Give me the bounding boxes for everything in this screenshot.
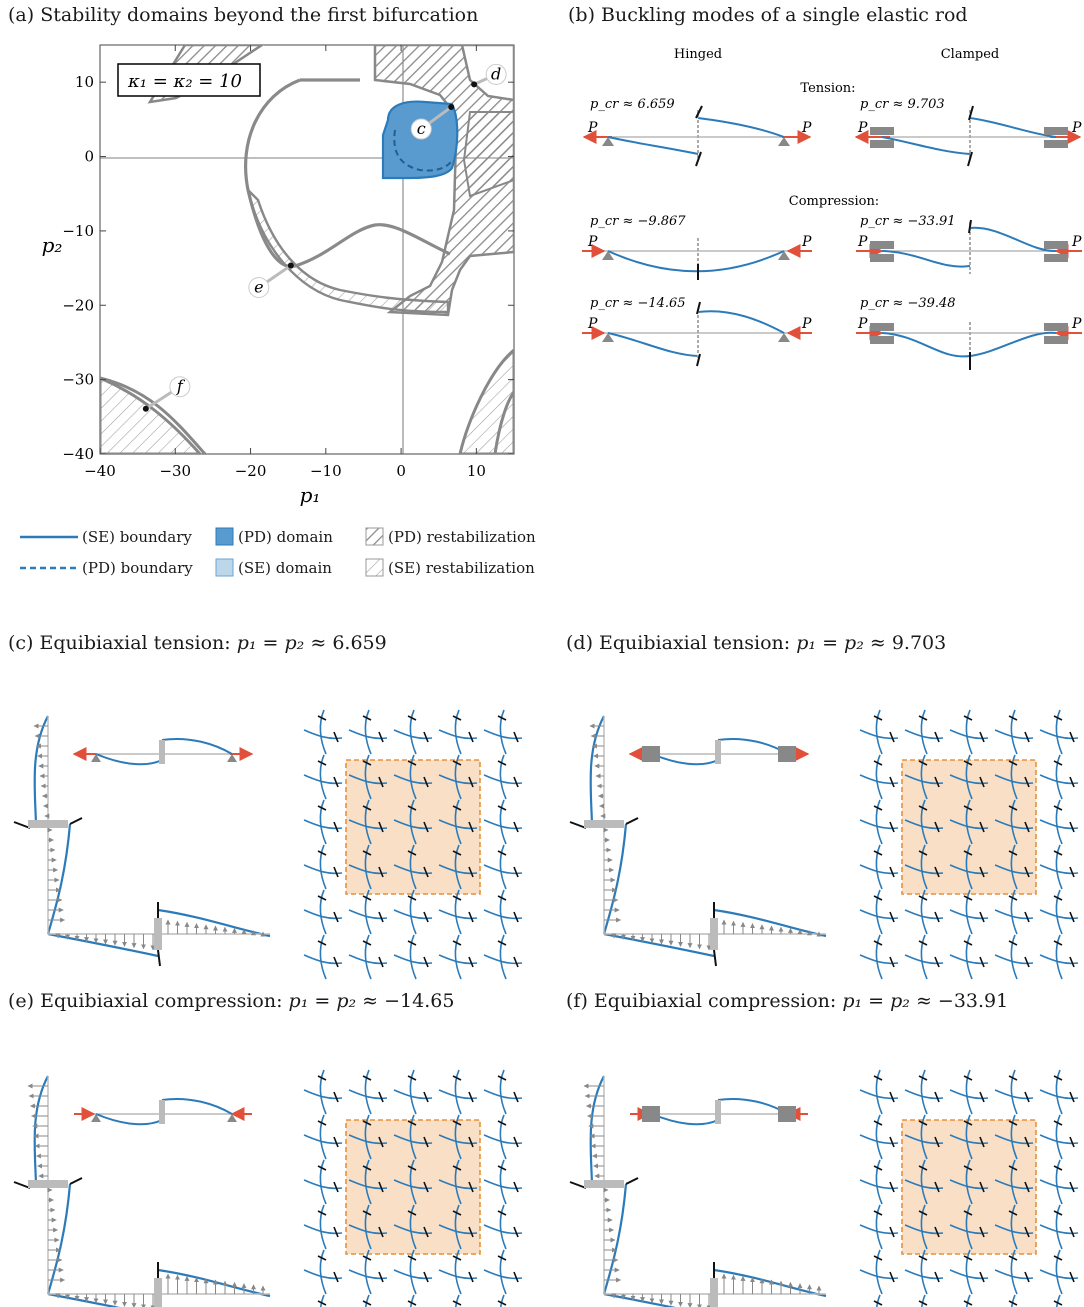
svg-text:P: P — [1071, 120, 1082, 136]
buckling-modes-panel: Hinged Clamped Tension: Compression: p_c… — [582, 47, 1082, 370]
pd-domain — [381, 100, 459, 180]
x-tick-label: −10 — [310, 462, 342, 480]
legend-label-pd-domain: (PD) domain — [238, 528, 333, 546]
point-label-d: d — [491, 64, 501, 83]
x-axis-label: p₁ — [300, 483, 321, 507]
svg-text:P: P — [587, 120, 598, 136]
mode-clamped-compression-2: p_cr ≈ −39.48 P P — [856, 296, 1082, 370]
x-tick-label: −40 — [84, 462, 116, 480]
unit-cell-diagram — [569, 715, 827, 967]
y-tick-label: −40 — [62, 445, 94, 463]
legend-label-se-restab: (SE) restabilization — [388, 559, 535, 577]
legend-label-pd-restab: (PD) restabilization — [388, 528, 536, 546]
legend-se-restab-swatch — [365, 558, 384, 577]
svg-text:P: P — [801, 316, 812, 332]
caption-c: (c) Equibiaxial tension: p₁ = p₂ ≈ 6.659 — [8, 632, 387, 654]
caption-e: (e) Equibiaxial compression: p₁ = p₂ ≈ −… — [8, 990, 455, 1012]
unit-cell-diagram — [569, 1075, 827, 1307]
svg-text:P: P — [1071, 234, 1082, 250]
pd-boundary — [393, 129, 453, 172]
mode-clamped-compression-1: p_cr ≈ −33.91 P P — [856, 214, 1082, 274]
x-tick-label: 0 — [396, 462, 406, 480]
legend-label-se-domain: (SE) domain — [238, 559, 332, 577]
lattice-array — [303, 1069, 523, 1307]
svg-text:P: P — [857, 120, 868, 136]
point-marker-f — [142, 405, 149, 412]
mode-hinged-tension: p_cr ≈ 6.659 P P — [582, 97, 812, 167]
y-axis-label: p₂ — [42, 233, 63, 257]
clamped-heading: Clamped — [941, 47, 1000, 62]
restab-band-loop — [245, 186, 450, 314]
legend-pd-domain-swatch — [215, 527, 234, 546]
x-tick-label: −30 — [159, 462, 191, 480]
y-ticks: 10 0 −10 −20 −30 −40 — [62, 73, 514, 463]
svg-text:P: P — [587, 316, 598, 332]
svg-text:p_cr ≈ 6.659: p_cr ≈ 6.659 — [590, 97, 675, 112]
point-label-c: c — [417, 119, 426, 138]
y-tick-label: −30 — [62, 371, 94, 389]
points-layer: c d e f — [142, 63, 507, 412]
mode-hinged-compression-1: p_cr ≈ −9.867 P P — [582, 214, 812, 280]
point-label-bubble — [248, 276, 270, 298]
point-label-bubble — [169, 376, 191, 398]
y-tick-label: 0 — [84, 148, 94, 166]
point-marker-e — [287, 262, 294, 269]
svg-text:P: P — [587, 234, 598, 250]
caption-d: (d) Equibiaxial tension: p₁ = p₂ ≈ 9.703 — [566, 632, 947, 654]
lattice-figures — [13, 709, 1079, 1307]
point-label-f: f — [176, 377, 186, 396]
lattice-array — [303, 709, 523, 980]
svg-text:p_cr ≈ −9.867: p_cr ≈ −9.867 — [590, 214, 686, 229]
svg-text:p_cr ≈ −33.91: p_cr ≈ −33.91 — [860, 214, 956, 229]
svg-text:P: P — [857, 234, 868, 250]
svg-text:P: P — [801, 234, 812, 250]
point-marker-d — [471, 81, 478, 88]
svg-text:P: P — [1071, 316, 1082, 332]
x-ticks: −40 −30 −20 −10 0 10 — [84, 45, 486, 480]
legend-se-domain-swatch — [215, 558, 234, 577]
svg-text:p_cr ≈ −14.65: p_cr ≈ −14.65 — [590, 296, 686, 311]
point-label-e: e — [254, 277, 263, 296]
caption-b: (b) Buckling modes of a single elastic r… — [568, 4, 968, 26]
legend-label-pd-boundary: (PD) boundary — [82, 559, 193, 577]
tension-heading: Tension: — [800, 81, 855, 96]
caption-a: (a) Stability domains beyond the first b… — [8, 4, 479, 26]
hinged-heading: Hinged — [674, 47, 722, 62]
svg-text:P: P — [857, 316, 868, 332]
legend-pd-restab-swatch — [365, 527, 384, 546]
unit-cell-diagram — [13, 715, 271, 967]
x-tick-label: 10 — [467, 462, 486, 480]
lattice-array — [859, 1069, 1079, 1307]
y-tick-label: −20 — [62, 296, 94, 314]
x-tick-label: −20 — [235, 462, 267, 480]
legend-label-se-boundary: (SE) boundary — [82, 528, 192, 546]
kappa-label: κ₁ = κ₂ = 10 — [127, 71, 242, 92]
point-label-bubble — [410, 118, 432, 140]
svg-text:p_cr ≈ −39.48: p_cr ≈ −39.48 — [860, 296, 956, 311]
y-tick-label: −10 — [62, 222, 94, 240]
mode-hinged-compression-2: p_cr ≈ −14.65 P P — [582, 296, 812, 367]
unit-cell-diagram — [13, 1075, 271, 1307]
mode-clamped-tension: p_cr ≈ 9.703 P P — [854, 97, 1082, 167]
kappa-label-box — [117, 63, 261, 97]
svg-text:p_cr ≈ 9.703: p_cr ≈ 9.703 — [860, 97, 945, 112]
compression-heading: Compression: — [789, 194, 879, 209]
lattice-array — [859, 709, 1079, 980]
point-marker-c — [448, 104, 455, 111]
stability-domain-plot: κ₁ = κ₂ = 10 c d e f −40 −30 −20 −10 0 10 10 0 −10… — [42, 44, 515, 507]
point-label-bubble — [485, 63, 507, 85]
caption-f: (f) Equibiaxial compression: p₁ = p₂ ≈ −… — [566, 990, 1009, 1012]
y-tick-label: 10 — [75, 73, 94, 91]
restab-region-bottom-left — [100, 376, 203, 454]
svg-text:P: P — [801, 120, 812, 136]
legend: (SE) boundary (PD) boundary (PD) domain … — [18, 526, 558, 586]
